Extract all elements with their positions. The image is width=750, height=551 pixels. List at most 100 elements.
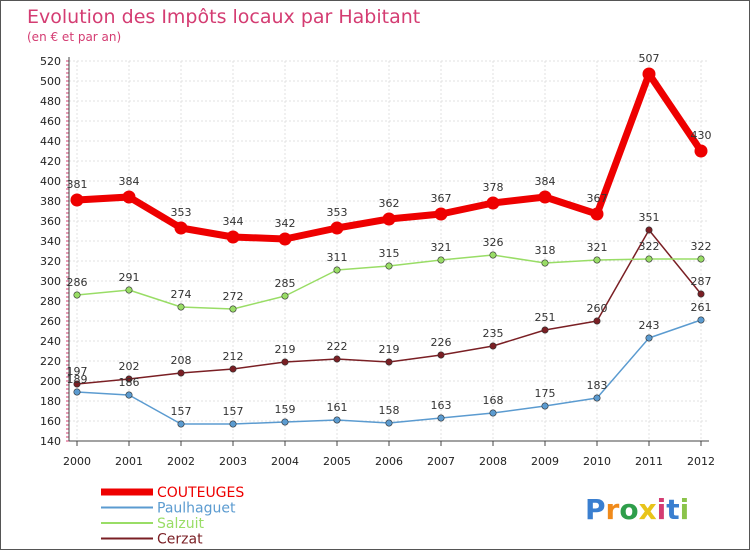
data-point-couteuges: [642, 67, 656, 81]
logo-letter: t: [666, 493, 679, 526]
data-point-cerzat: [541, 326, 549, 334]
x-tick-label: 2006: [375, 455, 403, 468]
data-label-paulhaguet: 168: [483, 394, 504, 407]
data-label-cerzat: 351: [639, 211, 660, 224]
proxiti-logo: Proxiti: [585, 493, 689, 526]
data-point-salzuit: [333, 266, 341, 274]
x-tick-label: 2001: [115, 455, 143, 468]
data-label-cerzat: 219: [379, 343, 400, 356]
data-point-couteuges: [382, 212, 396, 226]
data-label-paulhaguet: 186: [119, 376, 140, 389]
data-label-salzuit: 321: [587, 241, 608, 254]
data-label-salzuit: 315: [379, 247, 400, 260]
data-label-cerzat: 197: [67, 365, 88, 378]
data-point-paulhaguet: [125, 391, 133, 399]
data-label-cerzat: 219: [275, 343, 296, 356]
data-point-paulhaguet: [645, 334, 653, 342]
data-point-couteuges: [330, 221, 344, 235]
y-tick-label: 420: [40, 155, 61, 168]
data-label-cerzat: 251: [535, 311, 556, 324]
data-label-couteuges: 381: [67, 178, 88, 191]
data-point-couteuges: [538, 190, 552, 204]
axes: 140 160 180 200 220 240 260 280 300 320 340 360 380 4…: [40, 55, 715, 468]
legend-label-paulhaguet: Paulhaguet: [157, 501, 236, 517]
data-point-cerzat: [437, 351, 445, 359]
data-point-salzuit: [125, 286, 133, 294]
data-label-couteuges: 367: [587, 192, 608, 205]
data-label-paulhaguet: 157: [171, 405, 192, 418]
chart-title: Evolution des Impôts locaux par Habitant: [27, 6, 420, 28]
data-point-paulhaguet: [437, 414, 445, 422]
data-point-salzuit: [281, 292, 289, 300]
data-label-salzuit: 326: [483, 236, 504, 249]
data-point-paulhaguet: [593, 394, 601, 402]
x-tick-label: 2003: [219, 455, 247, 468]
data-point-couteuges: [278, 232, 292, 246]
y-tick-label: 360: [40, 215, 61, 228]
data-point-paulhaguet: [73, 388, 81, 396]
data-point-cerzat: [229, 365, 237, 373]
data-label-couteuges: 430: [691, 129, 712, 142]
data-label-cerzat: 222: [327, 340, 348, 353]
data-label-paulhaguet: 261: [691, 301, 712, 314]
logo-letter: o: [619, 493, 638, 526]
logo-letter: x: [639, 493, 657, 526]
data-label-couteuges: 507: [639, 52, 660, 65]
data-label-salzuit: 322: [691, 240, 712, 253]
y-tick-label: 140: [40, 435, 61, 448]
data-label-salzuit: 321: [431, 241, 452, 254]
data-label-cerzat: 235: [483, 327, 504, 340]
data-label-paulhaguet: 158: [379, 404, 400, 417]
logo-letter: i: [657, 493, 667, 526]
data-point-paulhaguet: [177, 420, 185, 428]
data-point-cerzat: [73, 380, 81, 388]
data-point-paulhaguet: [229, 420, 237, 428]
data-label-paulhaguet: 175: [535, 387, 556, 400]
legend-label-salzuit: Salzuit: [157, 516, 204, 532]
data-label-salzuit: 311: [327, 251, 348, 264]
legend-label-couteuges: COUTEUGES: [157, 485, 244, 501]
data-point-salzuit: [229, 305, 237, 313]
y-tick-label: 240: [40, 335, 61, 348]
data-label-couteuges: 344: [223, 215, 244, 228]
logo-letter: P: [585, 493, 606, 526]
y-tick-label: 300: [40, 275, 61, 288]
data-label-paulhaguet: 161: [327, 401, 348, 414]
data-point-salzuit: [437, 256, 445, 264]
x-tick-label: 2007: [427, 455, 455, 468]
data-point-salzuit: [645, 255, 653, 263]
data-label-cerzat: 260: [587, 302, 608, 315]
data-label-cerzat: 226: [431, 336, 452, 349]
x-tick-label: 2011: [635, 455, 663, 468]
data-label-couteuges: 384: [535, 175, 556, 188]
y-tick-label: 440: [40, 135, 61, 148]
y-tick-label: 340: [40, 235, 61, 248]
data-label-couteuges: 342: [275, 217, 296, 230]
data-point-couteuges: [226, 230, 240, 244]
data-point-couteuges: [590, 207, 604, 221]
data-point-salzuit: [489, 251, 497, 259]
data-point-cerzat: [489, 342, 497, 350]
data-label-salzuit: 274: [171, 288, 192, 301]
x-tick-label: 2009: [531, 455, 559, 468]
data-point-salzuit: [177, 303, 185, 311]
x-tick-label: 2012: [687, 455, 715, 468]
x-tick-label: 2005: [323, 455, 351, 468]
data-point-paulhaguet: [385, 419, 393, 427]
legend-label-cerzat: Cerzat: [157, 532, 203, 548]
y-tick-label: 260: [40, 315, 61, 328]
data-label-salzuit: 318: [535, 244, 556, 257]
data-point-salzuit: [541, 259, 549, 267]
data-point-couteuges: [174, 221, 188, 235]
data-labels: 197 202 208 212 219 222 219 226 235 251 260 351 287 1…: [67, 52, 712, 418]
logo-letter: r: [606, 493, 620, 526]
data-label-paulhaguet: 183: [587, 379, 608, 392]
data-label-couteuges: 384: [119, 175, 140, 188]
data-point-cerzat: [177, 369, 185, 377]
data-point-salzuit: [697, 255, 705, 263]
data-point-cerzat: [333, 355, 341, 363]
y-tick-label: 180: [40, 395, 61, 408]
